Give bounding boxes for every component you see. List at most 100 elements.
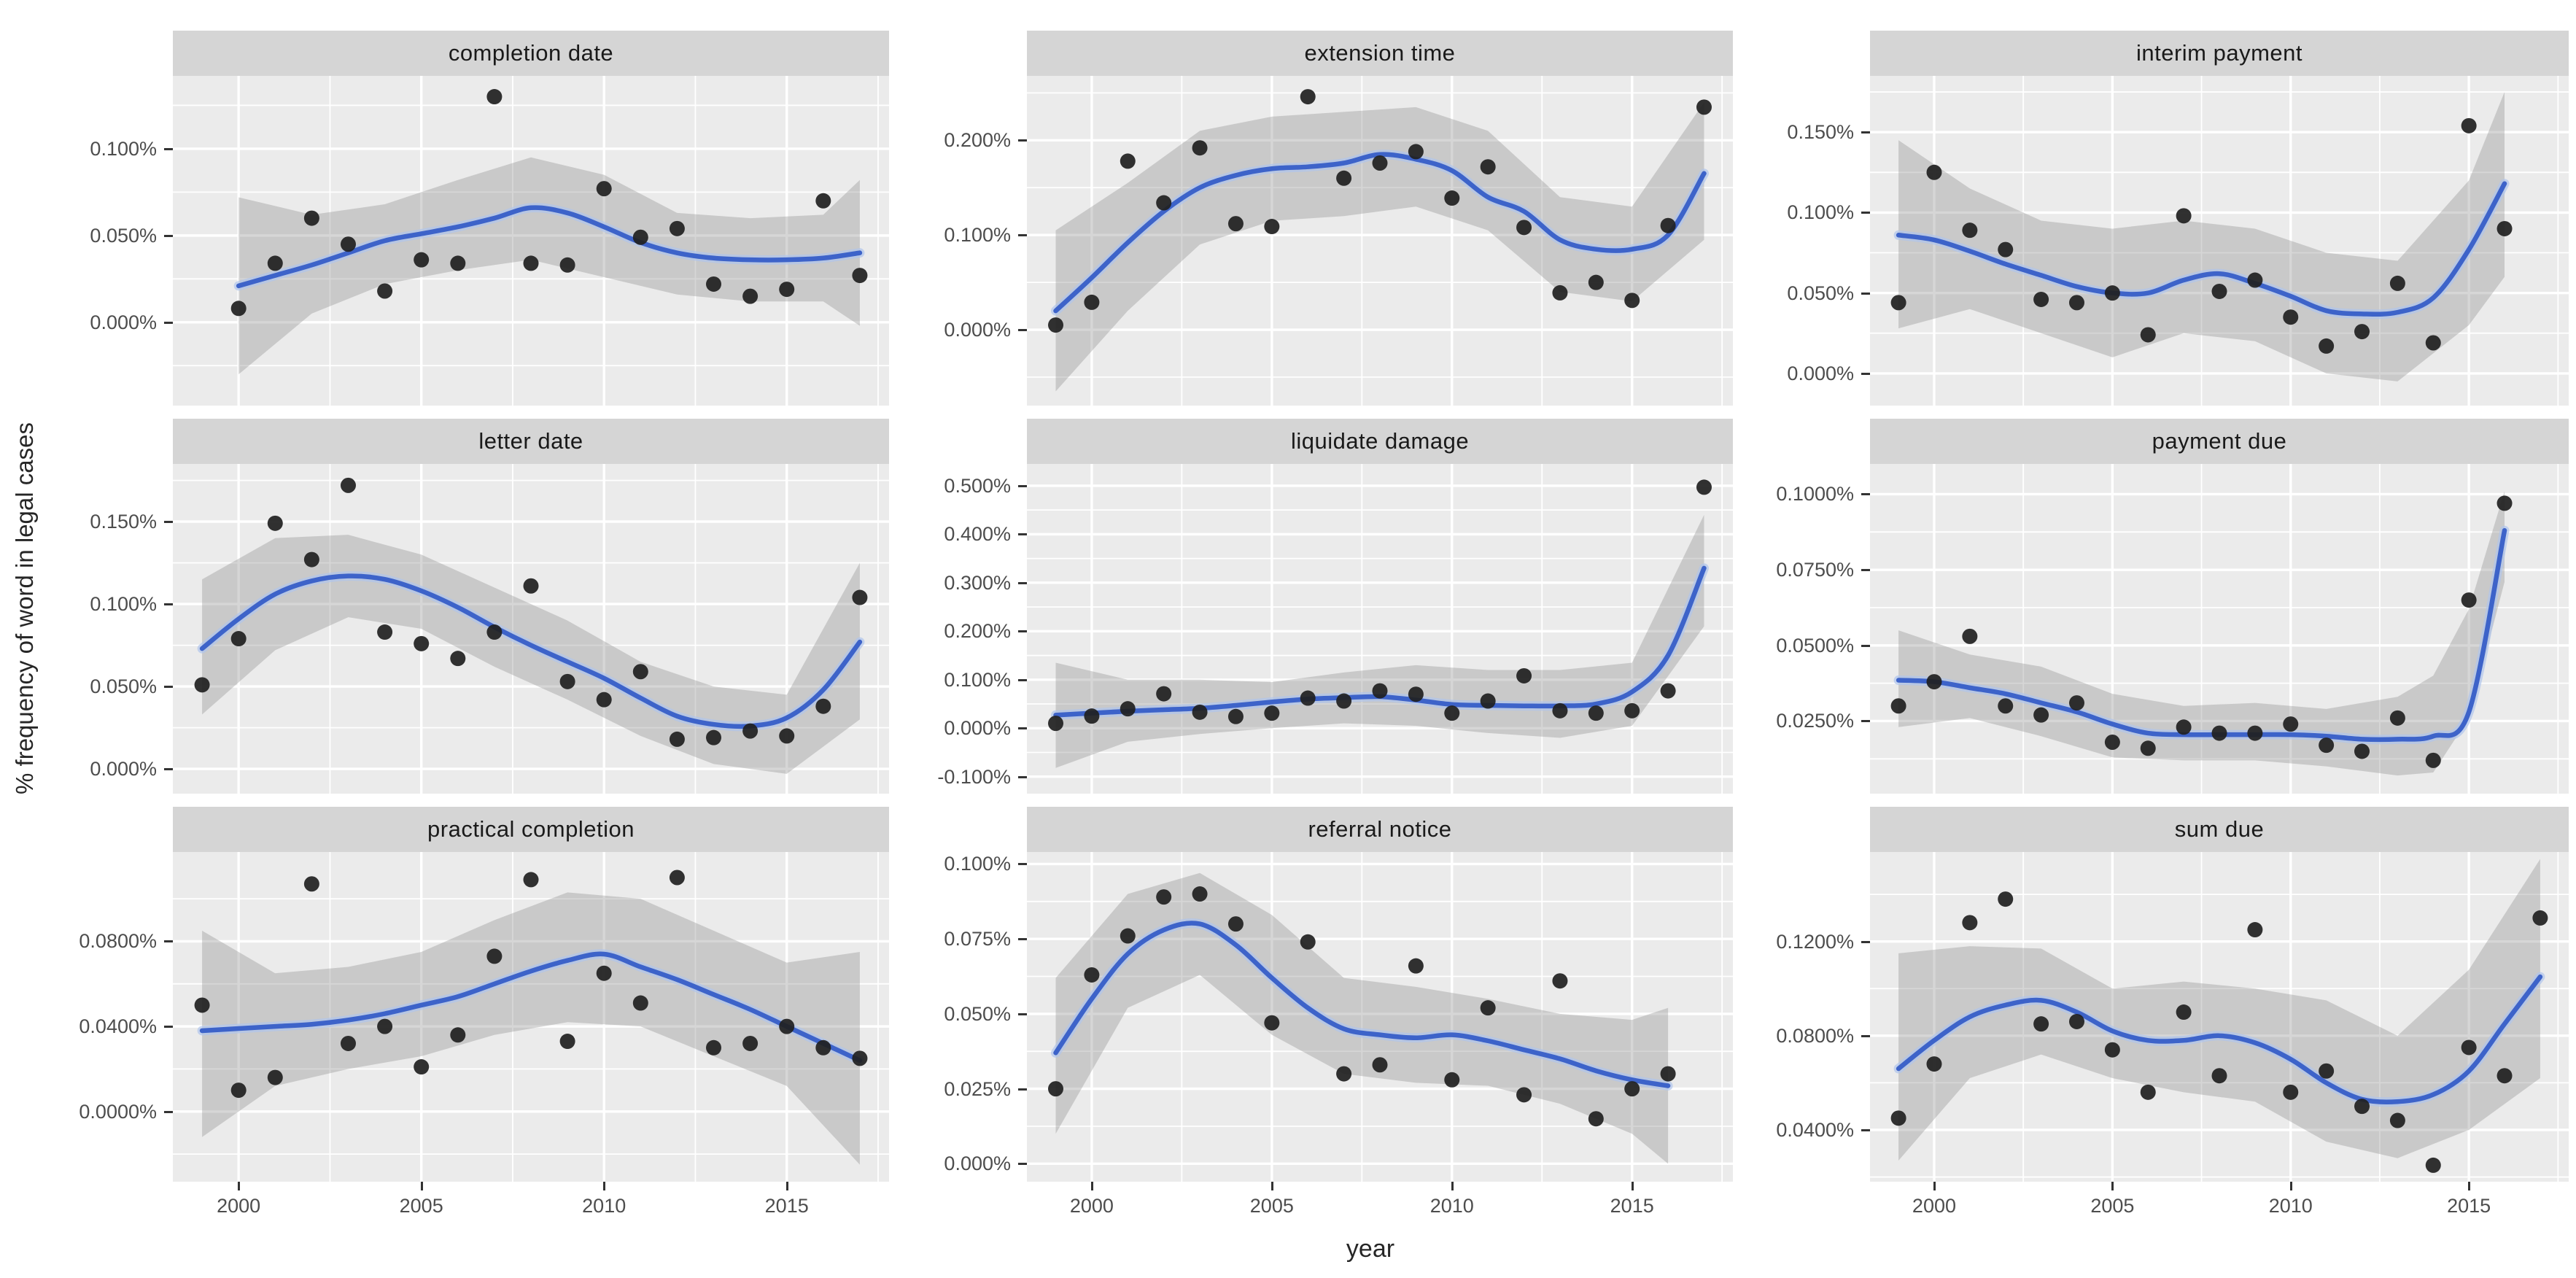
data-point	[1890, 698, 1906, 714]
x-tick-mark	[1631, 1182, 1634, 1190]
data-point	[1264, 219, 1280, 235]
data-point	[2425, 335, 2441, 351]
data-point	[1516, 667, 1532, 683]
y-tick-mark	[1861, 212, 1870, 214]
data-point	[340, 1035, 356, 1051]
data-point	[1998, 698, 2014, 714]
data-point	[2068, 695, 2084, 711]
y-tick-mark	[1018, 775, 1027, 778]
data-point	[2425, 1157, 2441, 1173]
data-point	[2033, 291, 2049, 307]
data-point	[559, 1034, 575, 1050]
data-point	[2247, 725, 2263, 741]
smooth-line	[199, 951, 863, 1064]
x-tick-label: 2000	[1912, 1195, 1956, 1217]
panel-background	[1870, 76, 2569, 406]
panel-background	[1870, 852, 2569, 1182]
x-tick-label: 2005	[2090, 1195, 2135, 1217]
x-tick-label: 2000	[217, 1195, 261, 1217]
data-point	[669, 731, 685, 747]
data-point	[230, 1083, 247, 1099]
data-point	[523, 578, 539, 594]
data-point	[1998, 241, 2014, 257]
data-point	[1227, 916, 1244, 932]
data-point	[2033, 707, 2049, 723]
data-point	[2283, 716, 2299, 732]
confidence-band	[202, 535, 860, 774]
x-tick-mark	[1451, 1182, 1454, 1190]
data-point	[2176, 208, 2192, 224]
data-point	[1890, 295, 1906, 311]
data-point	[669, 220, 685, 236]
data-point	[1890, 1110, 1906, 1126]
data-point	[1120, 701, 1136, 717]
smooth-line	[1053, 565, 1707, 718]
smooth-line	[1896, 974, 2543, 1105]
y-tick-mark	[1018, 863, 1027, 866]
data-point	[377, 1018, 393, 1034]
y-tick-label: 0.200%	[944, 129, 1011, 152]
data-point	[2389, 275, 2405, 291]
x-tick-label: 2010	[1429, 1195, 1474, 1217]
y-tick-label: 0.100%	[944, 224, 1011, 247]
confidence-band	[1898, 859, 2540, 1161]
data-point	[1084, 967, 1100, 983]
data-point	[2104, 285, 2120, 301]
data-point	[1048, 1081, 1064, 1097]
y-tick-mark	[1861, 493, 1870, 496]
data-point	[742, 723, 759, 739]
data-point	[1926, 164, 1942, 180]
data-point	[1300, 934, 1316, 950]
y-tick-mark	[1018, 139, 1027, 142]
data-point	[2211, 725, 2227, 741]
x-tick-label: 2000	[1069, 1195, 1114, 1217]
data-point	[1372, 1057, 1388, 1073]
x-tick-mark	[420, 1182, 423, 1190]
y-tick-label: 0.050%	[90, 224, 157, 247]
y-tick-label: 0.0800%	[1776, 1024, 1854, 1047]
confidence-band	[1055, 872, 1669, 1164]
y-tick-label: 0.400%	[944, 523, 1011, 546]
data-point	[1048, 317, 1064, 333]
x-tick-label: 2015	[2447, 1195, 2491, 1217]
y-tick-label: 0.000%	[90, 758, 157, 781]
y-tick-mark	[1018, 1163, 1027, 1166]
y-tick-label: 0.075%	[944, 928, 1011, 950]
data-point	[815, 193, 831, 209]
data-point	[267, 1069, 283, 1085]
y-tick-label: 0.0400%	[1776, 1118, 1854, 1141]
data-point	[852, 268, 868, 284]
y-tick-mark	[1018, 1088, 1027, 1091]
y-tick-label: 0.1000%	[1776, 483, 1854, 506]
data-point	[779, 728, 795, 744]
facet-strip-interim-payment: interim payment	[1870, 31, 2569, 76]
data-point	[523, 255, 539, 271]
facet-panel-referral-notice	[1027, 852, 1733, 1182]
data-point	[632, 229, 648, 245]
data-point	[2461, 592, 2477, 608]
y-tick-mark	[164, 1026, 173, 1029]
data-point	[2283, 309, 2299, 325]
data-point	[377, 283, 393, 299]
data-point	[742, 288, 759, 304]
data-point	[2532, 910, 2548, 926]
data-point	[303, 551, 319, 568]
y-tick-label: 0.200%	[944, 620, 1011, 643]
y-tick-mark	[164, 147, 173, 150]
data-point	[1048, 716, 1064, 732]
data-point	[852, 1050, 868, 1066]
data-point	[632, 664, 648, 680]
y-tick-mark	[164, 686, 173, 689]
data-point	[486, 89, 503, 105]
data-point	[1444, 1072, 1460, 1088]
y-tick-label: 0.050%	[944, 1002, 1011, 1025]
data-point	[779, 1018, 795, 1034]
data-point	[596, 965, 612, 981]
y-tick-label: 0.100%	[1787, 201, 1854, 224]
data-point	[1962, 915, 1978, 931]
data-point	[596, 692, 612, 708]
data-point	[1156, 686, 1172, 702]
data-point	[2497, 495, 2513, 511]
data-point	[1588, 705, 1604, 721]
y-tick-mark	[1861, 372, 1870, 375]
